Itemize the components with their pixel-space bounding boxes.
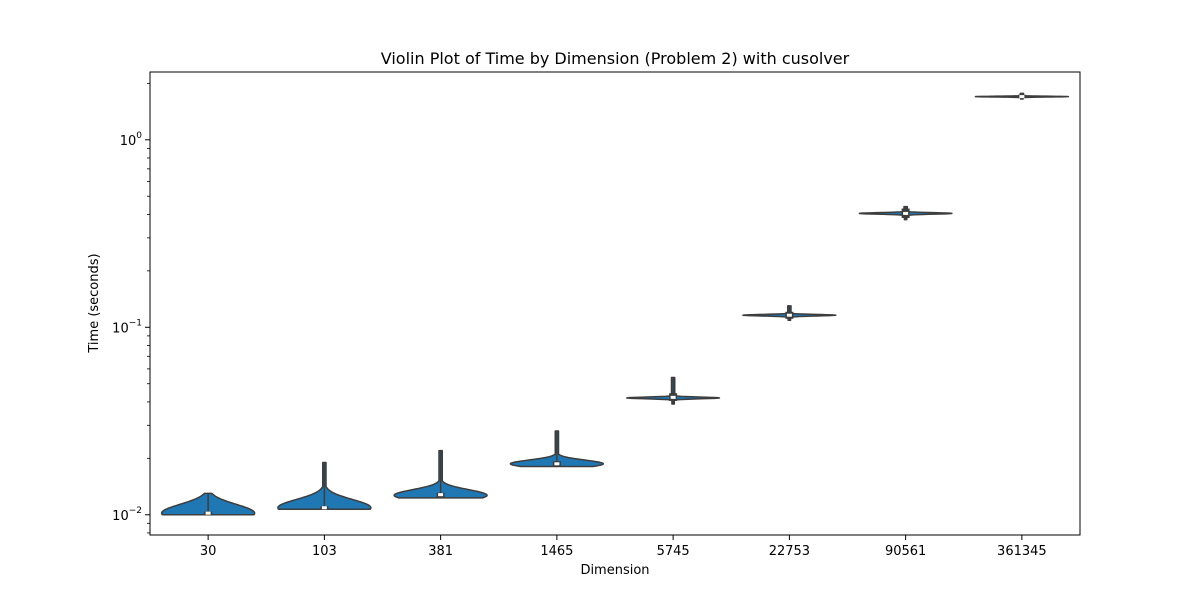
x-axis: 30 103 381 1465 5745 22753 90561 361345 [200,535,1047,559]
x-tick-label: 381 [428,544,453,559]
x-tick-label: 361345 [997,544,1047,559]
x-tick-label: 1465 [540,544,573,559]
violin-median [1019,95,1025,99]
violin-group [742,305,837,322]
violin-group [277,461,372,511]
violin-group [509,430,605,468]
x-tick-label: 30 [200,544,217,559]
violin-median [205,511,211,515]
violin-median [903,211,909,215]
violin-median [786,313,792,317]
violin-median [670,395,676,399]
violin-group [626,376,721,405]
violins-layer [160,92,1070,516]
y-tick-label: 10−2 [112,506,142,524]
x-tick-label: 5745 [657,544,690,559]
violin-median [554,462,560,466]
y-axis-title: Time (seconds) [87,253,102,353]
violin-group [160,492,256,516]
plot-frame [149,71,1081,536]
violin-median [438,493,444,497]
x-tick-label: 90561 [885,544,926,559]
violin-group [858,205,953,221]
violin-median [321,506,327,510]
violin-group [393,449,488,499]
y-axis: 10−2 10−1 100 [112,82,150,534]
violin-group [974,92,1070,100]
x-tick-label: 103 [312,544,337,559]
x-axis-title: Dimension [580,563,649,578]
chart-title: Violin Plot of Time by Dimension (Proble… [381,49,850,68]
y-tick-label: 10−1 [112,318,142,336]
y-tick-label: 100 [120,131,143,149]
x-tick-label: 22753 [769,544,810,559]
